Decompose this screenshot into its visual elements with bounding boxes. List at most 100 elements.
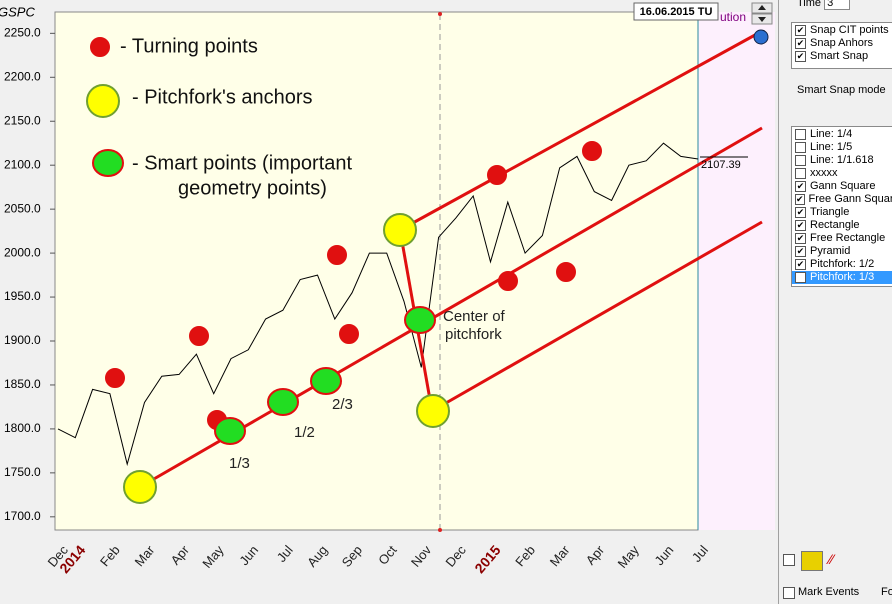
- smart-point: [310, 367, 342, 395]
- item-label: Pitchfork: 1/2: [810, 258, 875, 270]
- legend-icon: [86, 84, 120, 118]
- legend-text: - Turning points: [120, 35, 258, 57]
- annotation: pitchfork: [445, 326, 502, 343]
- turning-point: [582, 141, 602, 161]
- icon-button[interactable]: [801, 551, 823, 571]
- symbol-bg: [0, 4, 50, 22]
- anchor: [123, 470, 157, 504]
- checkbox[interactable]: [795, 142, 806, 153]
- side-panel: Time 3 ✔ Snap CIT points ✔ Snap Anhors ✔ Smar…: [778, 0, 892, 604]
- checkbox[interactable]: ✔: [795, 220, 806, 231]
- plot-area: [54, 11, 699, 531]
- turning-point: [556, 262, 576, 282]
- anchor: [383, 213, 417, 247]
- item-label: xxxxx: [810, 167, 838, 179]
- checkbox[interactable]: [783, 587, 795, 599]
- list-item[interactable]: ✔ Snap CIT points: [792, 24, 892, 37]
- symbol: GSPC: [0, 4, 35, 19]
- pitchfork-upper: [399, 33, 756, 232]
- item-label: Pyramid: [810, 245, 851, 257]
- smart-point: [404, 306, 436, 334]
- y-tick-label: 1900.0: [4, 333, 41, 347]
- checkbox[interactable]: ✔: [795, 38, 806, 49]
- list-item[interactable]: Line: 1/5: [792, 141, 892, 154]
- item-label: Smart Snap: [810, 50, 869, 62]
- list-item[interactable]: ✔ Pyramid: [792, 245, 892, 258]
- item-label: Pitchfork: 1/3: [810, 271, 875, 283]
- list-item[interactable]: Line: 1/1.618: [792, 154, 892, 167]
- checkbox[interactable]: [795, 168, 806, 179]
- y-tick-label: 1950.0: [4, 289, 41, 303]
- list-item[interactable]: ✔ Pitchfork: 1/2: [792, 258, 892, 271]
- snap-box: ✔ Snap CIT points ✔ Snap Anhors ✔ Smart Snap: [791, 22, 892, 69]
- item-label: Snap CIT points: [810, 24, 889, 36]
- globe-icon[interactable]: [753, 29, 769, 45]
- smart-point: [267, 388, 299, 416]
- list-item[interactable]: ✔ Rectangle: [792, 219, 892, 232]
- y-tick-label: 1750.0: [4, 465, 41, 479]
- turning-point: [339, 324, 359, 344]
- list-item[interactable]: ✔ Free Rectangle: [792, 232, 892, 245]
- list-item[interactable]: xxxxx: [792, 167, 892, 180]
- list-item[interactable]: ✔ Smart Snap: [792, 50, 892, 63]
- legend-text: geometry points): [178, 177, 327, 199]
- y-tick-label: 1700.0: [4, 509, 41, 523]
- legend-text: - Smart points (important: [132, 152, 353, 174]
- checkbox[interactable]: ✔: [795, 207, 806, 218]
- item-label: Line: 1/1.618: [810, 154, 874, 166]
- mark-events: Mark Events: [798, 586, 860, 598]
- item-label: Line: 1/5: [810, 141, 853, 153]
- legend-text: - Pitchfork's anchors: [132, 86, 313, 108]
- checkbox[interactable]: ✔: [795, 272, 806, 283]
- partial-title: ution: [720, 10, 746, 24]
- footer-label: For: [881, 586, 892, 598]
- y-tick-label: 2200.0: [4, 69, 41, 83]
- list-item[interactable]: Line: 1/4: [792, 128, 892, 141]
- annotation: 1/2: [294, 424, 315, 441]
- list-item[interactable]: ✔ Snap Anhors: [792, 37, 892, 50]
- y-tick-label: 2150.0: [4, 113, 41, 127]
- pitchfork-lower: [431, 220, 763, 413]
- chart: 1700.0 1750.0 1800.0 1850.0 1900.0 1950.0 2000…: [0, 2, 775, 577]
- turning-point: [105, 368, 125, 388]
- checkbox[interactable]: ✔: [795, 246, 806, 257]
- time-row: Time 3: [797, 0, 851, 10]
- turning-point: [327, 245, 347, 265]
- annotation: 1/3: [229, 455, 250, 472]
- annotation: Center of: [443, 308, 506, 325]
- last-price: 2107.39: [701, 159, 741, 171]
- icon-button[interactable]: ⁄⁄: [829, 551, 834, 567]
- item-label: Snap Anhors: [810, 37, 873, 49]
- checkbox[interactable]: ✔: [795, 259, 806, 270]
- checkbox[interactable]: [795, 155, 806, 166]
- price-line: [57, 142, 699, 467]
- arrow: [758, 5, 766, 10]
- y-tick-label: 2250.0: [4, 26, 41, 40]
- checkbox[interactable]: ✔: [795, 233, 806, 244]
- checkbox[interactable]: [783, 554, 795, 566]
- list-item[interactable]: ✔ Triangle: [792, 206, 892, 219]
- list-item[interactable]: ✔ Gann Square: [792, 180, 892, 193]
- item-label: Triangle: [810, 206, 850, 218]
- checkbox[interactable]: ✔: [795, 194, 805, 205]
- future-area: [698, 12, 775, 530]
- list-item[interactable]: ✔ Pitchfork: 1/3: [792, 271, 892, 284]
- item-label: Free Rectangle: [810, 232, 886, 244]
- legend-icon: [92, 149, 124, 177]
- turning-point: [498, 271, 518, 291]
- time-label: Time: [797, 0, 822, 9]
- turning-point: [487, 165, 507, 185]
- smart-points: [92, 149, 436, 445]
- item-label: Gann Square: [810, 180, 876, 192]
- checkbox[interactable]: ✔: [795, 181, 806, 192]
- y-tick-label: 2050.0: [4, 201, 41, 215]
- mode-label: Smart Snap mode: [797, 84, 886, 96]
- checkbox[interactable]: ✔: [795, 25, 806, 36]
- checkbox[interactable]: [795, 129, 806, 140]
- cursor-dot: [438, 528, 442, 532]
- tool-list: Line: 1/4 Line: 1/5 Line: 1/1.618 xxxxx ✔ Gan…: [791, 126, 892, 287]
- time-select[interactable]: 3: [824, 0, 851, 10]
- list-item[interactable]: ✔ Free Gann Square: [792, 193, 892, 206]
- cursor-dot: [438, 12, 442, 16]
- checkbox[interactable]: ✔: [795, 51, 806, 62]
